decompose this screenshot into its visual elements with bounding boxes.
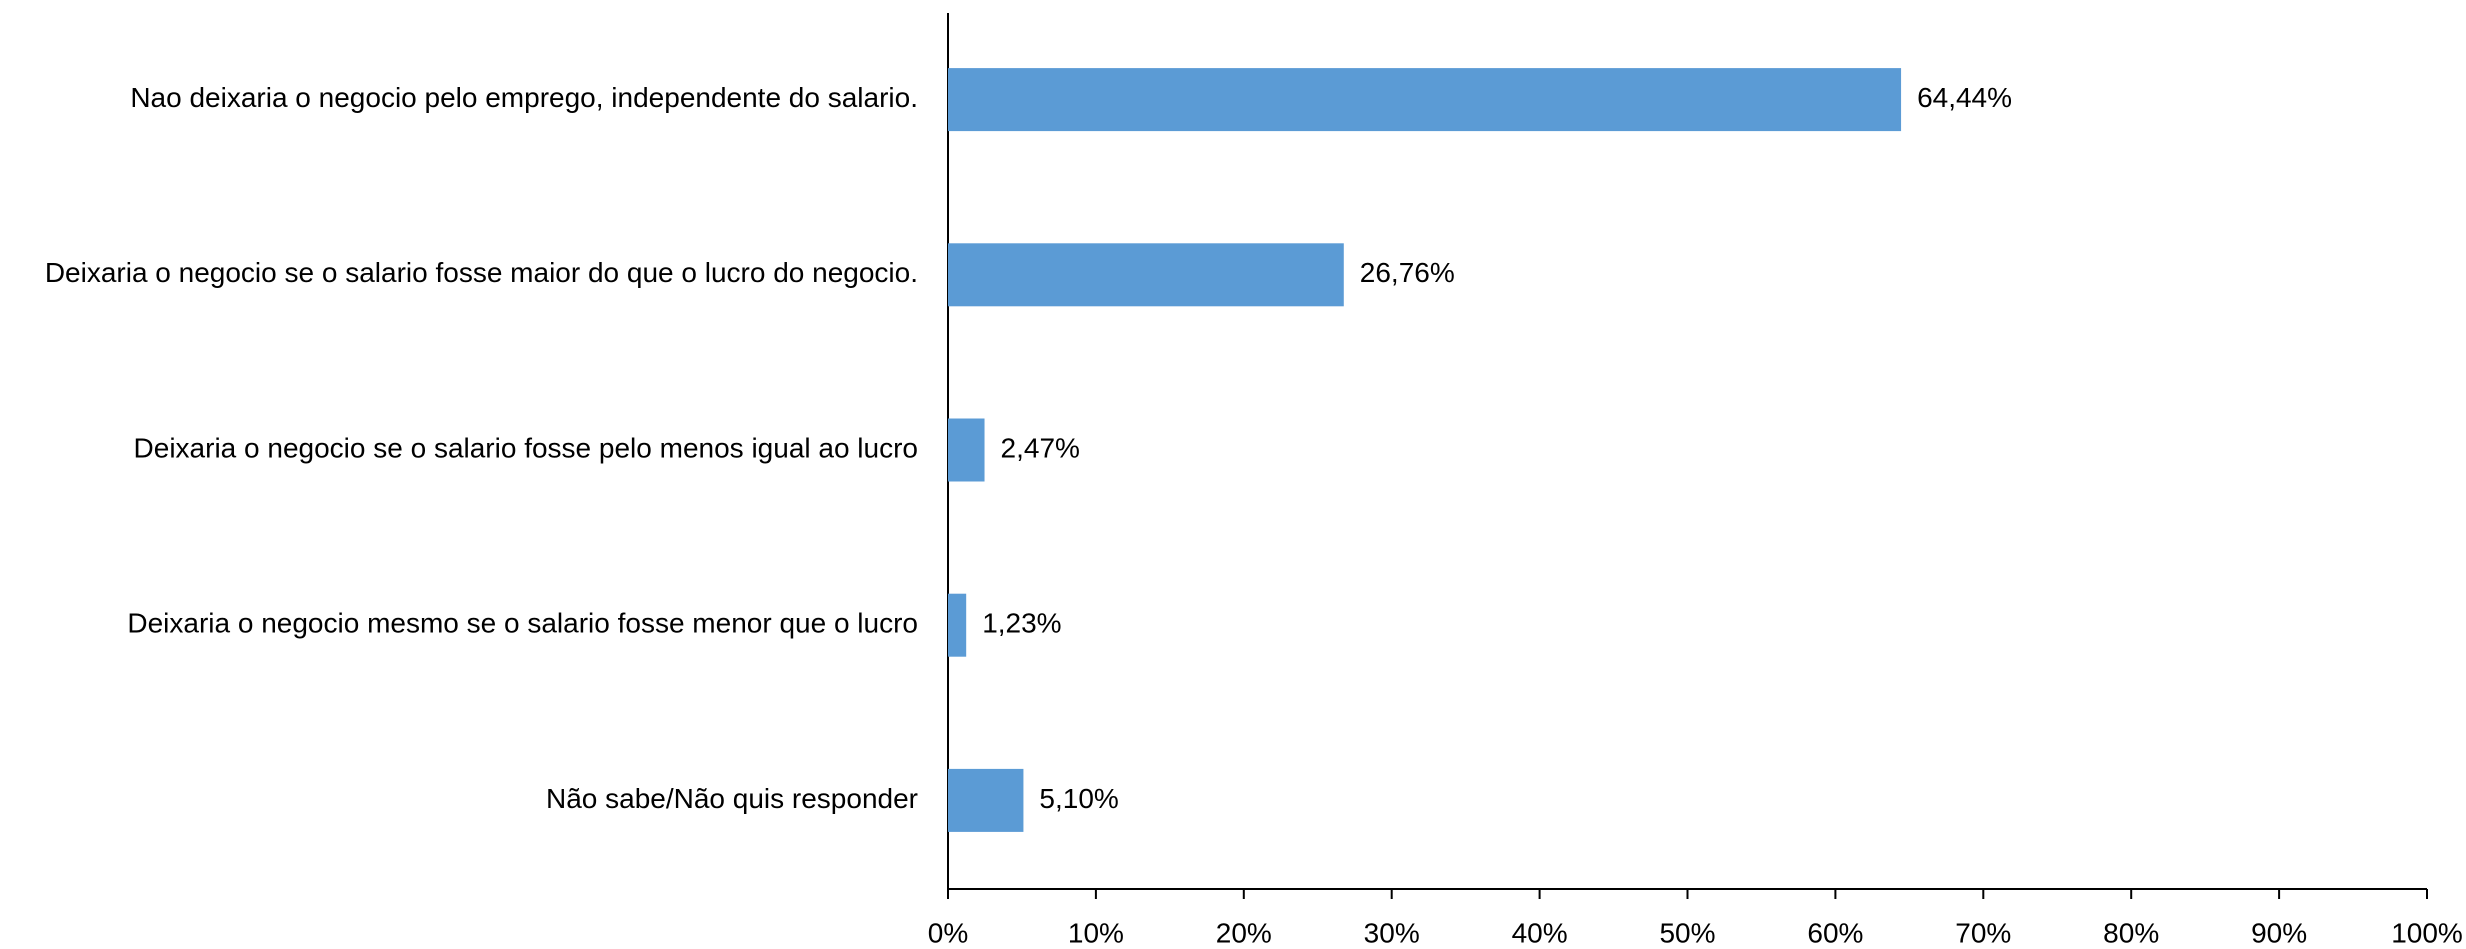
bar bbox=[948, 768, 1024, 832]
data-label: 5,10% bbox=[1039, 783, 1118, 814]
x-tick-label: 20% bbox=[1216, 917, 1272, 948]
bar bbox=[948, 243, 1344, 307]
x-tick-label: 60% bbox=[1807, 917, 1863, 948]
x-tick-label: 90% bbox=[2251, 917, 2307, 948]
x-tick-label: 40% bbox=[1512, 917, 1568, 948]
data-label: 1,23% bbox=[982, 608, 1061, 639]
data-label: 2,47% bbox=[1001, 432, 1080, 463]
x-tick-label: 0% bbox=[928, 917, 968, 948]
x-tick-label: 100% bbox=[2391, 917, 2463, 948]
x-tick-label: 10% bbox=[1068, 917, 1124, 948]
y-tick-label: Nao deixaria o negocio pelo emprego, ind… bbox=[130, 82, 918, 113]
y-tick-label: Deixaria o negocio mesmo se o salario fo… bbox=[127, 608, 918, 639]
bar bbox=[948, 68, 1902, 132]
y-tick-label: Não sabe/Não quis responder bbox=[546, 783, 918, 814]
x-tick-label: 80% bbox=[2103, 917, 2159, 948]
y-tick-label: Deixaria o negocio se o salario fosse ma… bbox=[45, 257, 918, 288]
bar bbox=[948, 418, 985, 482]
x-tick-label: 50% bbox=[1659, 917, 1715, 948]
x-tick-label: 30% bbox=[1364, 917, 1420, 948]
data-label: 26,76% bbox=[1360, 257, 1455, 288]
data-label: 64,44% bbox=[1917, 82, 2012, 113]
y-tick-label: Deixaria o negocio se o salario fosse pe… bbox=[134, 432, 918, 463]
x-tick-label: 70% bbox=[1955, 917, 2011, 948]
bar bbox=[948, 593, 967, 657]
